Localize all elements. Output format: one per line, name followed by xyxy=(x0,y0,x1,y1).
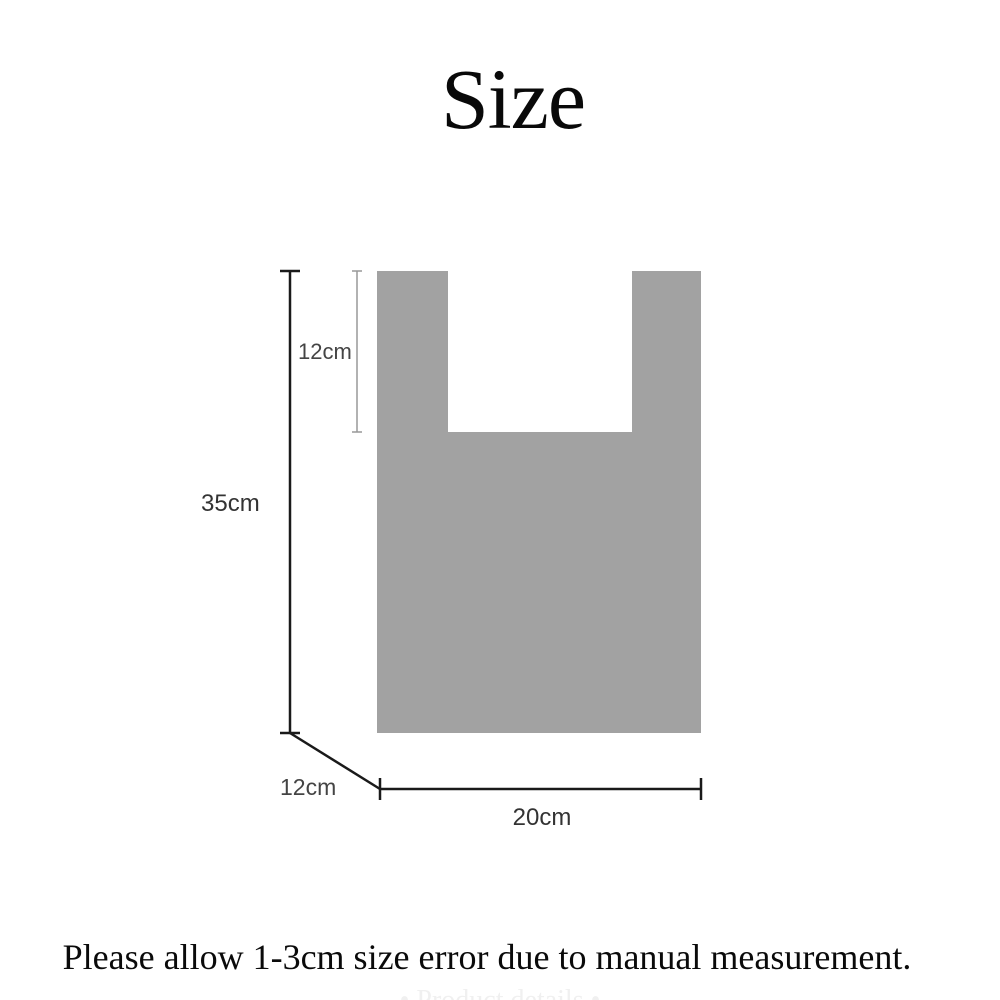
svg-text:12cm: 12cm xyxy=(298,339,352,364)
svg-text:35cm: 35cm xyxy=(201,490,260,517)
svg-text:12cm: 12cm xyxy=(280,774,336,800)
svg-text:20cm: 20cm xyxy=(513,804,572,831)
